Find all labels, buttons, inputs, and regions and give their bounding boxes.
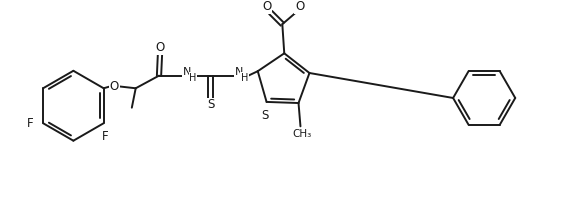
Text: CH₃: CH₃ xyxy=(293,129,312,139)
Text: H: H xyxy=(241,73,248,83)
Text: F: F xyxy=(103,130,109,143)
Text: O: O xyxy=(109,80,119,93)
Text: F: F xyxy=(26,117,33,130)
Text: H: H xyxy=(190,73,196,83)
Text: O: O xyxy=(156,41,165,54)
Text: S: S xyxy=(261,109,268,122)
Text: S: S xyxy=(207,98,214,111)
Text: N: N xyxy=(234,67,243,77)
Text: N: N xyxy=(183,67,191,77)
Text: O: O xyxy=(262,0,271,13)
Text: O: O xyxy=(295,0,305,13)
